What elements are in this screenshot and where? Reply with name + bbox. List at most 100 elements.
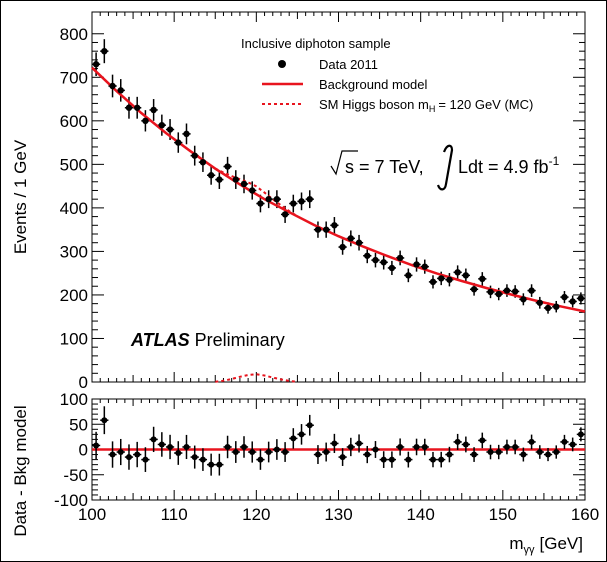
residual-point: [134, 451, 141, 458]
data-point: [388, 264, 396, 272]
main-y-axis-title: Events / 1 GeV: [11, 139, 30, 254]
residual-x-tick-label: 120: [242, 505, 270, 524]
residual-y-tick-label: 100: [60, 390, 88, 409]
main-y-tick-label: 500: [60, 155, 88, 174]
data-point: [257, 200, 264, 207]
data-point: [446, 276, 453, 283]
residual-point: [191, 454, 198, 461]
residual-point: [199, 456, 206, 463]
data-point: [232, 176, 239, 183]
residual-axis-tick-labels: 100 110 120 130 140 150 160 -100 -50 0 50 100: [54, 390, 599, 524]
residual-point: [142, 456, 149, 463]
energy-label: s = 7 TeV,: [345, 157, 424, 177]
data-point: [207, 172, 215, 179]
residual-point: [183, 443, 190, 450]
residual-y-tick-label: 50: [69, 415, 88, 434]
data-point: [175, 139, 182, 146]
residual-point: [257, 456, 264, 463]
data-point: [166, 126, 174, 133]
data-point: [150, 106, 157, 114]
atlas-label: ATLAS Preliminary: [130, 330, 285, 350]
legend-background-label: Background model: [319, 77, 428, 92]
data-point: [454, 269, 461, 276]
residual-point: [175, 450, 182, 457]
data-point: [479, 275, 486, 283]
data-point: [158, 121, 166, 129]
data-point: [413, 261, 420, 268]
data-point: [314, 226, 322, 233]
data-point: [322, 226, 330, 233]
main-y-tick-label: 0: [79, 373, 88, 392]
residual-point: [117, 449, 124, 456]
residual-x-tick-label: 100: [78, 505, 106, 524]
data-point: [290, 200, 297, 207]
data-point: [577, 295, 585, 302]
residual-point: [109, 451, 116, 458]
residual-point: [282, 449, 289, 456]
data-point: [142, 117, 149, 125]
main-axis-ticks: [91, 12, 586, 383]
main-y-tick-label: 700: [60, 68, 88, 87]
residual-point: [93, 442, 100, 449]
data-point: [133, 104, 141, 111]
residual-point: [577, 431, 584, 438]
residual-point: [232, 449, 239, 456]
main-y-tick-label: 100: [60, 329, 88, 348]
residual-point: [331, 440, 338, 447]
residual-point: [249, 449, 256, 456]
data-point: [528, 287, 535, 294]
data-point: [101, 47, 108, 55]
residual-point: [429, 456, 436, 463]
data-point: [470, 286, 478, 293]
data-point: [405, 272, 412, 279]
data-point: [109, 82, 116, 90]
residual-point: [397, 443, 404, 450]
data-point: [462, 272, 470, 279]
residual-point: [347, 443, 354, 450]
residual-point: [471, 451, 478, 458]
residual-point: [265, 449, 272, 456]
residual-y-tick-label: -100: [54, 491, 88, 510]
residual-point: [380, 456, 387, 463]
data-point: [364, 252, 371, 259]
residual-point: [503, 443, 510, 450]
residual-point: [241, 443, 248, 450]
residual-point: [273, 446, 280, 453]
data-point: [520, 296, 527, 303]
data-point: [553, 303, 560, 310]
residual-point: [479, 437, 486, 444]
residual-point: [208, 461, 215, 468]
residual-y-tick-label: 0: [79, 441, 88, 460]
lumi-label: Ldt = 4.9 fb-1: [458, 154, 560, 177]
data-point: [92, 61, 100, 68]
residual-y-tick-label: -50: [63, 466, 88, 485]
data-point: [347, 235, 355, 242]
data-point: [569, 298, 576, 305]
data-point: [561, 293, 568, 301]
residual-point: [454, 438, 461, 445]
residual-point: [512, 443, 519, 450]
residual-point: [167, 443, 174, 450]
data-point: [306, 195, 313, 203]
data-point: [536, 299, 544, 306]
data-point: [438, 275, 445, 282]
data-point: [191, 152, 198, 159]
residual-data-points: [93, 417, 584, 468]
residual-point: [462, 441, 469, 448]
residual-point: [290, 435, 297, 442]
data-point: [495, 290, 502, 298]
background-model-curve: [91, 66, 586, 313]
residual-axis-ticks: [91, 398, 586, 501]
residual-point: [323, 449, 330, 456]
residual-point: [158, 441, 165, 448]
data-point: [380, 259, 387, 266]
energy-lumi-annotation: s = 7 TeV, Ldt = 4.9 fb-1: [330, 144, 560, 191]
data-point: [372, 256, 379, 264]
main-y-tick-label: 300: [60, 242, 88, 261]
data-point: [429, 278, 437, 286]
residual-point: [216, 461, 223, 468]
residual-point: [421, 443, 428, 450]
data-point: [487, 288, 494, 296]
residual-point: [388, 456, 395, 463]
residual-point: [528, 438, 535, 445]
